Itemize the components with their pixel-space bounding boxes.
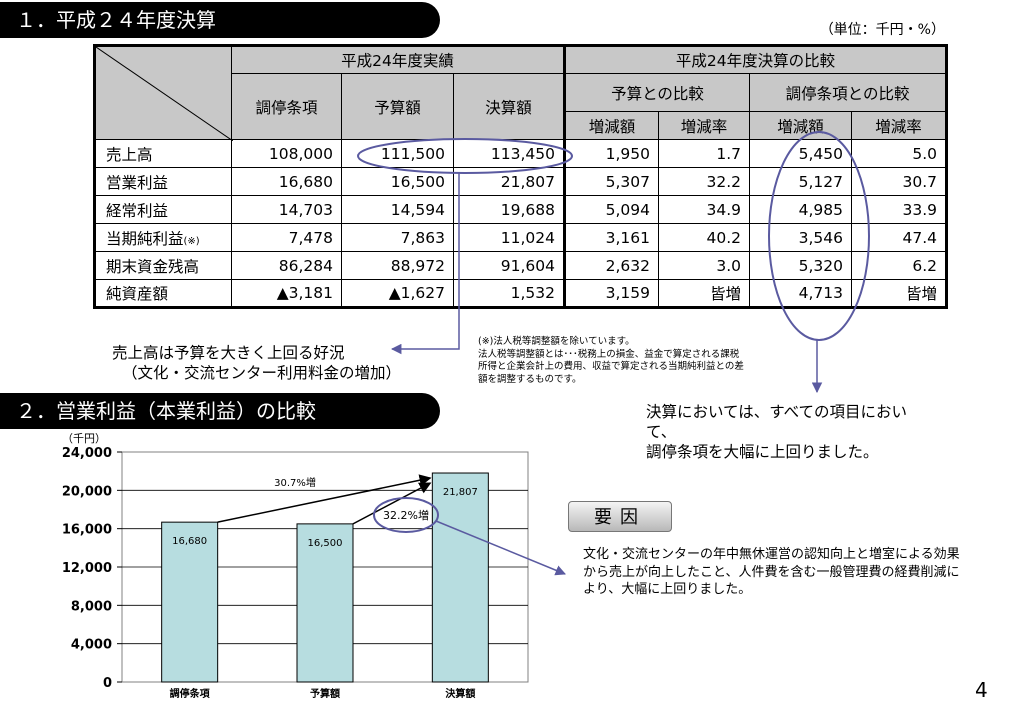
sales-caption-line1: 売上高は予算を大きく上回る好況 [112, 344, 345, 362]
chart-y-unit-label: （千円） [62, 432, 106, 445]
cell-budget: ▲1,627 [341, 279, 454, 308]
factor-label: 要因 [568, 501, 672, 532]
sub-header-budget-compare: 予算との比較 [563, 73, 750, 112]
cell-mediation: 86,284 [231, 251, 342, 280]
sub-header-mediation-compare: 調停条項との比較 [748, 73, 948, 112]
footnote-line3: 所得と企業会計上の費用、収益で算定される当期純利益との差 [478, 361, 744, 372]
cell-rate2: 47.4 [850, 223, 948, 252]
cell-diff1: 5,094 [563, 195, 659, 224]
corner-diagonal [96, 47, 233, 141]
cell-rate1: 3.0 [658, 251, 750, 280]
highlight-ellipse-sales [357, 138, 573, 174]
highlight-ellipse-rate [373, 497, 439, 533]
col-header-rate2: 増減率 [850, 111, 948, 140]
cell-rate2: 皆増 [850, 279, 948, 308]
result-message-line3: 調停条項を大幅に上回りました。 [646, 443, 879, 461]
col-header-diff2: 増減額 [749, 111, 852, 140]
col-header-actual: 決算額 [453, 73, 565, 140]
table-row: 当期純利益(※) 7,478 7,863 11,024 3,161 40.2 3… [94, 223, 948, 252]
table-corner-cell [94, 45, 233, 141]
results-table: 平成24年度実績 平成24年度決算の比較 調停条項 予算額 決算額 予算との比較… [93, 44, 949, 309]
row-label: 純資産額 [94, 279, 232, 308]
row-note: (※) [183, 235, 200, 247]
cell-budget: 14,594 [341, 195, 454, 224]
section1-title: １．平成２４年度決算 [0, 2, 440, 38]
chart-x-tick-label: 調停条項 [170, 687, 211, 700]
chart-y-tick-label: 12,000 [62, 561, 112, 576]
cell-diff1: 3,159 [563, 279, 659, 308]
result-message: 決算においては、すべての項目におい て、 調停条項を大幅に上回りました。 [646, 402, 966, 462]
page-number: 4 [975, 678, 988, 702]
chart-data-label: 16,500 [308, 538, 343, 549]
footnote-line1: (※)法人税等調整額を除いています。 [478, 336, 635, 347]
cell-rate2: 30.7 [850, 167, 948, 196]
chart-data-label: 16,680 [172, 536, 207, 547]
chart-annotation-arrow [352, 482, 432, 525]
operating-profit-chart: 0 4,000 8,000 12,000 16,000 20,000 24,000 16,68… [62, 446, 566, 700]
table-row: 純資産額 ▲3,181 ▲1,627 1,532 3,159 皆増 4,713 … [94, 279, 948, 308]
chart-annotation-arrow [217, 474, 432, 523]
footnote-line2: 法人税等調整額とは･･･税務上の損金、益金で算定される課税 [478, 348, 740, 360]
group-header-results: 平成24年度実績 [231, 45, 565, 74]
chart-annotation-label: 32.2%増 [383, 509, 429, 522]
chart-y-tick-label: 24,000 [62, 446, 112, 461]
cell-rate2: 5.0 [850, 139, 948, 168]
cell-mediation: 7,478 [231, 223, 342, 252]
table-row: 営業利益 16,680 16,500 21,807 5,307 32.2 5,1… [94, 167, 948, 196]
sales-caption-line2: （文化・交流センター利用料金の増加） [122, 364, 402, 382]
cell-mediation: ▲3,181 [231, 279, 342, 308]
footnote: (※)法人税等調整額を除いています。 法人税等調整額とは･･･税務上の損金、益金… [478, 336, 808, 386]
highlight-ellipse-mediation-diff [768, 131, 870, 341]
unit-label: （単位：千円・%） [819, 22, 945, 38]
connector-sales-caption [390, 172, 460, 355]
cell-actual: 91,604 [453, 251, 565, 280]
cell-diff2: 5,320 [749, 251, 852, 280]
section2-title: ２．営業利益（本業利益）の比較 [0, 393, 440, 429]
cell-diff2: 5,127 [749, 167, 852, 196]
connector-rate-factor [435, 520, 566, 576]
result-message-line2: て、 [646, 423, 677, 441]
cell-budget: 88,972 [341, 251, 454, 280]
chart-y-tick-label: 8,000 [71, 599, 112, 614]
chart-y-tick-label: 0 [103, 676, 112, 691]
chart-bar [161, 521, 219, 683]
row-label: 期末資金残高 [94, 251, 232, 280]
cell-diff2: 4,713 [749, 279, 852, 308]
cell-diff1: 5,307 [563, 167, 659, 196]
factor-text: 文化・交流センターの年中無休運営の認知向上と増室による効果から売上が向上したこと… [583, 547, 960, 597]
chart-x-tick-label: 予算額 [310, 687, 340, 700]
chart-x-tick-label: 決算額 [445, 687, 475, 700]
cell-diff2: 4,985 [749, 195, 852, 224]
chart-y-tick-label: 4,000 [71, 638, 112, 653]
footnote-line4: 額を調整するものです。 [478, 373, 582, 385]
col-header-rate1: 増減率 [658, 111, 750, 140]
result-message-line1: 決算においては、すべての項目におい [646, 403, 908, 421]
chart-y-tick-label: 20,000 [62, 484, 112, 499]
cell-rate1: 皆増 [658, 279, 750, 308]
chart-bar [296, 523, 354, 683]
cell-diff1: 3,161 [563, 223, 659, 252]
sales-caption: 売上高は予算を大きく上回る好況 （文化・交流センター利用料金の増加） [112, 343, 401, 383]
cell-mediation: 14,703 [231, 195, 342, 224]
chart-annotation-label: 30.7%増 [274, 476, 316, 489]
cell-rate1: 40.2 [658, 223, 750, 252]
cell-actual: 19,688 [453, 195, 565, 224]
chart-data-label: 21,807 [443, 487, 478, 498]
cell-actual: 11,024 [453, 223, 565, 252]
chart-y-tick-label: 16,000 [62, 523, 112, 538]
col-header-budget: 予算額 [341, 73, 454, 140]
chart-bar [431, 472, 489, 683]
cell-actual: 1,532 [453, 279, 565, 308]
